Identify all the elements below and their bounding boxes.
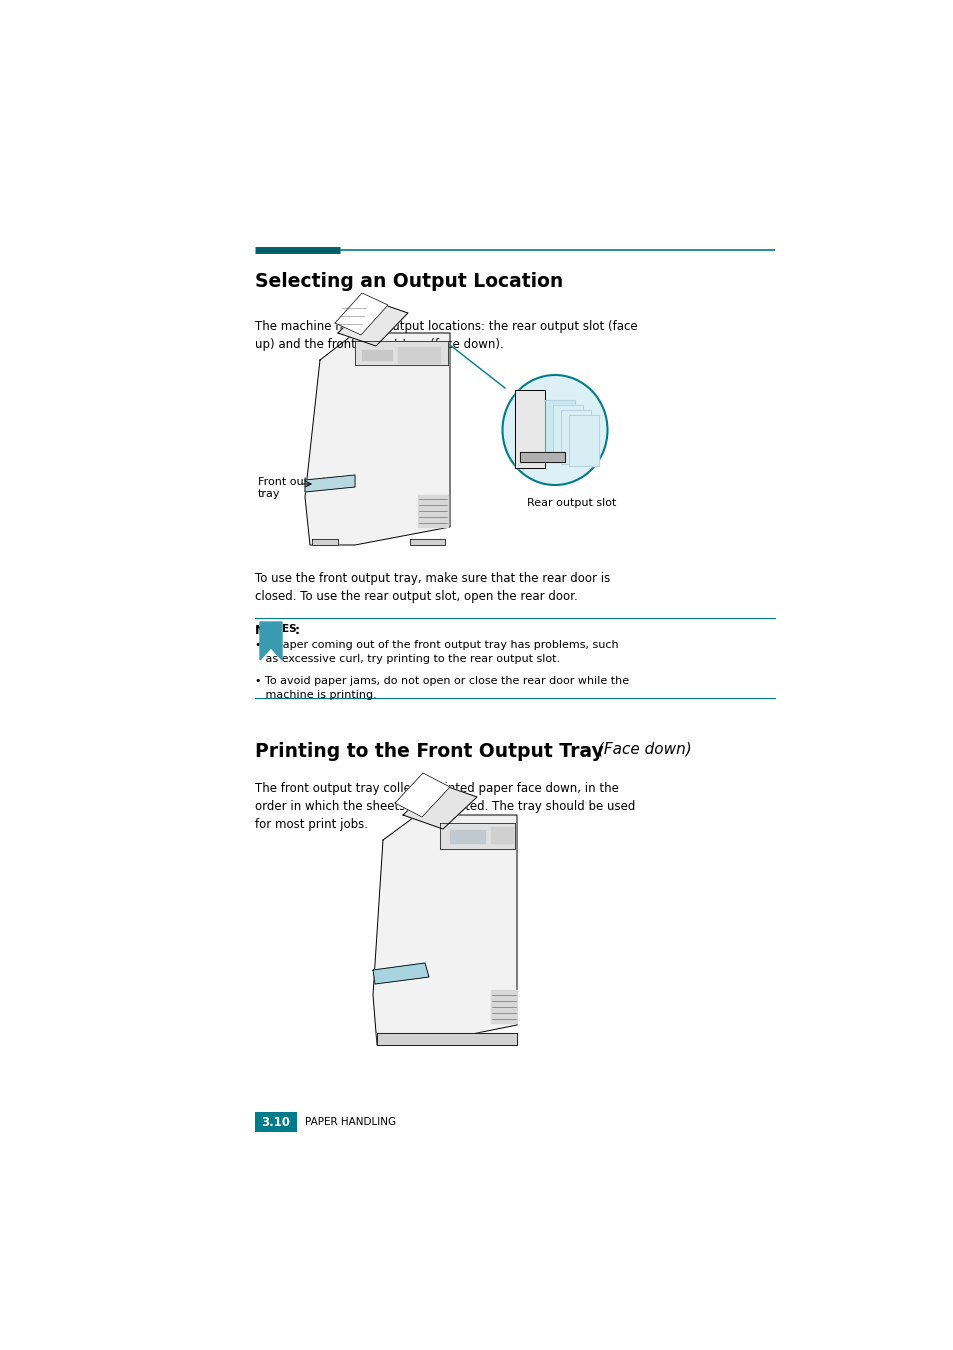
Text: Rear output slot: Rear output slot [526,498,616,508]
Text: OTES: OTES [266,624,296,634]
Polygon shape [373,963,429,984]
Text: Selecting an Output Location: Selecting an Output Location [254,271,562,292]
Polygon shape [305,475,355,491]
Polygon shape [335,293,388,335]
Text: • To avoid paper jams, do not open or close the rear door while the
   machine i: • To avoid paper jams, do not open or cl… [254,676,628,699]
Polygon shape [544,400,575,460]
Polygon shape [361,350,392,360]
Polygon shape [450,830,484,842]
Polygon shape [491,990,517,1023]
Polygon shape [355,342,448,365]
Text: 3.10: 3.10 [261,1115,291,1129]
Text: PAPER HANDLING: PAPER HANDLING [305,1116,395,1127]
Ellipse shape [502,375,607,485]
Polygon shape [439,824,515,849]
Text: To use the front output tray, make sure that the rear door is
closed. To use the: To use the front output tray, make sure … [254,572,610,603]
Polygon shape [519,452,564,462]
Polygon shape [417,495,448,526]
Polygon shape [560,410,590,464]
Polygon shape [491,828,513,842]
Polygon shape [373,815,517,1045]
Text: Front output
tray: Front output tray [257,477,326,500]
Polygon shape [410,539,444,545]
Text: The front output tray collects printed paper face down, in the
order in which th: The front output tray collects printed p… [254,782,635,832]
Text: :: : [294,624,299,637]
Polygon shape [305,333,450,545]
Polygon shape [376,1033,517,1045]
Text: • If paper coming out of the front output tray has problems, such
   as excessiv: • If paper coming out of the front outpu… [254,640,618,664]
Text: The machine has two output locations: the rear output slot (face
up) and the fro: The machine has two output locations: th… [254,320,637,351]
Polygon shape [515,390,544,468]
Polygon shape [568,414,598,466]
Text: (Face down): (Face down) [593,741,691,756]
Text: N: N [254,624,265,637]
Polygon shape [553,405,582,462]
Text: Printing to the Front Output Tray: Printing to the Front Output Tray [254,743,603,761]
Polygon shape [337,300,408,346]
FancyBboxPatch shape [254,1112,296,1133]
Polygon shape [395,774,450,817]
Polygon shape [402,783,476,829]
Polygon shape [260,622,282,660]
Polygon shape [397,347,439,363]
Polygon shape [312,539,337,545]
